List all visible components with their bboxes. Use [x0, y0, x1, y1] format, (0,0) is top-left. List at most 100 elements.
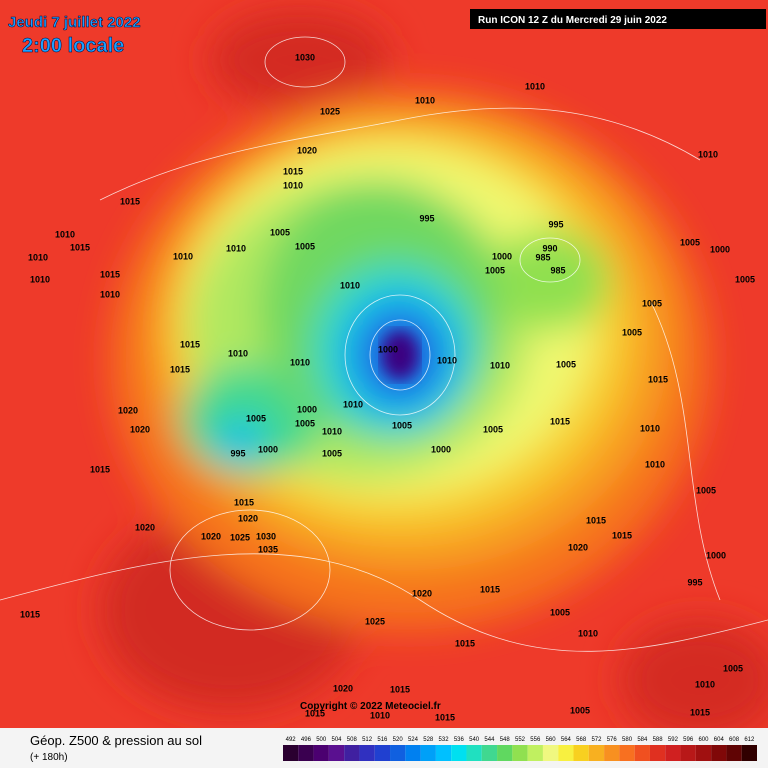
colorbar-label: 492 — [286, 737, 297, 743]
colorbar-label: 524 — [408, 737, 419, 743]
colorbar-swatch — [711, 745, 727, 761]
colorbar-swatch — [466, 745, 482, 761]
colorbar-swatch — [344, 745, 360, 761]
isobar-label: 1010 — [55, 229, 75, 239]
isobar-label: 1005 — [246, 413, 266, 423]
geopotential-field — [100, 10, 768, 740]
isobar-label: 1015 — [234, 497, 254, 507]
isobar-label: 1005 — [570, 705, 590, 715]
colorbar-label: 588 — [653, 737, 664, 743]
isobar-label: 1010 — [343, 399, 363, 409]
isobar-label: 1030 — [295, 52, 315, 62]
colorbar-label: 572 — [591, 737, 602, 743]
isobar-label: 1035 — [258, 544, 278, 554]
colorbar-label: 528 — [423, 737, 434, 743]
colorbar-label: 496 — [301, 737, 312, 743]
isobar-label: 1000 — [492, 251, 512, 261]
run-label: Run ICON 12 Z du Mercredi 29 juin 2022 — [478, 15, 667, 26]
isobar-label: 1020 — [412, 588, 432, 598]
colorbar-swatch — [359, 745, 375, 761]
isobar-label: 1010 — [525, 81, 545, 91]
isobar-label: 1005 — [622, 327, 642, 337]
colorbar-swatch — [665, 745, 681, 761]
isobar-label: 1010 — [578, 628, 598, 638]
colorbar-swatch — [542, 745, 559, 761]
date-label: Jeudi 7 juillet 2022 — [8, 14, 141, 31]
isobar-label: 1015 — [550, 416, 570, 426]
colorbar-label: 552 — [515, 737, 526, 743]
isobar-label: 1010 — [173, 251, 193, 261]
colorbar-label: 596 — [683, 737, 694, 743]
isobar-label: 1005 — [680, 237, 700, 247]
isobar-label: 1015 — [90, 464, 110, 474]
isobar-label: 1020 — [130, 424, 150, 434]
run-box — [470, 9, 766, 29]
isobar-label: 1015 — [586, 515, 606, 525]
isobar-label: 1015 — [180, 339, 200, 349]
isobar-label: 1015 — [435, 712, 455, 722]
isobar-label: 1015 — [100, 269, 120, 279]
isobar-label: 1020 — [201, 531, 221, 541]
colorbar-label: 612 — [744, 737, 755, 743]
colorbar-swatch — [328, 745, 345, 761]
isobar-label: 1010 — [640, 423, 660, 433]
isobar-label: 1010 — [490, 360, 510, 370]
colorbar-swatch — [283, 745, 299, 761]
isobar-label: 1010 — [415, 95, 435, 105]
time-label: 2:00 locale — [22, 35, 124, 57]
isobar-label: 1005 — [723, 663, 743, 673]
colorbar-label: 564 — [561, 737, 572, 743]
isobar-label: 1005 — [483, 424, 503, 434]
colorbar-label: 520 — [393, 737, 404, 743]
isobar-label: 995 — [687, 577, 702, 587]
isobar-label: 1010 — [370, 710, 390, 720]
colorbar-swatch — [604, 745, 620, 761]
isobar-label: 1030 — [256, 531, 276, 541]
colorbar-swatch — [558, 745, 574, 761]
isobar-label: 1015 — [20, 609, 40, 619]
colorbar-swatch — [695, 745, 712, 761]
isobar-label: 1010 — [100, 289, 120, 299]
isobar-label: 985 — [535, 252, 550, 262]
isobar-label: 1005 — [696, 485, 716, 495]
colorbar-swatch — [588, 745, 605, 761]
isobar-label: 1015 — [305, 708, 325, 718]
isobar-label: 1005 — [485, 265, 505, 275]
isobar-labels: 1030 1025 1010 1010 1020 1015 1010 1010 995 1005 1… — [20, 52, 755, 722]
colorbar-label: 508 — [347, 737, 358, 743]
colorbar-swatch — [374, 745, 391, 761]
low-center — [382, 331, 418, 379]
colorbar-label: 592 — [668, 737, 679, 743]
isobar-label: 1015 — [70, 242, 90, 252]
isobar-label: 1015 — [690, 707, 710, 717]
isobar-label: 1005 — [322, 448, 342, 458]
colorbar-label: 548 — [500, 737, 511, 743]
colorbar-swatch — [680, 745, 696, 761]
footer-title: Géop. Z500 & pression au sol — [30, 733, 202, 748]
colorbar-label: 500 — [316, 737, 327, 743]
isobar-label: 1000 — [297, 404, 317, 414]
isobar-label: 1005 — [392, 420, 412, 430]
isobar-label: 1015 — [283, 166, 303, 176]
isobar-label: 1000 — [378, 344, 398, 354]
colorbar-label: 516 — [377, 737, 388, 743]
isobar-label: 1015 — [612, 530, 632, 540]
isobar-label: 1010 — [340, 280, 360, 290]
colorbar-label: 512 — [362, 737, 373, 743]
isobar-label: 1010 — [698, 149, 718, 159]
colorbar-label: 604 — [714, 737, 725, 743]
isobar-label: 1015 — [480, 584, 500, 594]
isobar-label: 995 — [548, 219, 563, 229]
isobar-label: 1020 — [118, 405, 138, 415]
isobar-label: 1010 — [228, 348, 248, 358]
isobar-label: 1005 — [295, 418, 315, 428]
isobars — [0, 36, 768, 652]
isobar-label: 1000 — [710, 244, 730, 254]
copyright: Copyright © 2022 Meteociel.fr — [300, 701, 441, 712]
colorbar-swatch — [649, 745, 666, 761]
isobar-label: 1015 — [648, 374, 668, 384]
isobar-label: 1015 — [120, 196, 140, 206]
isobar-label: 1025 — [320, 106, 340, 116]
